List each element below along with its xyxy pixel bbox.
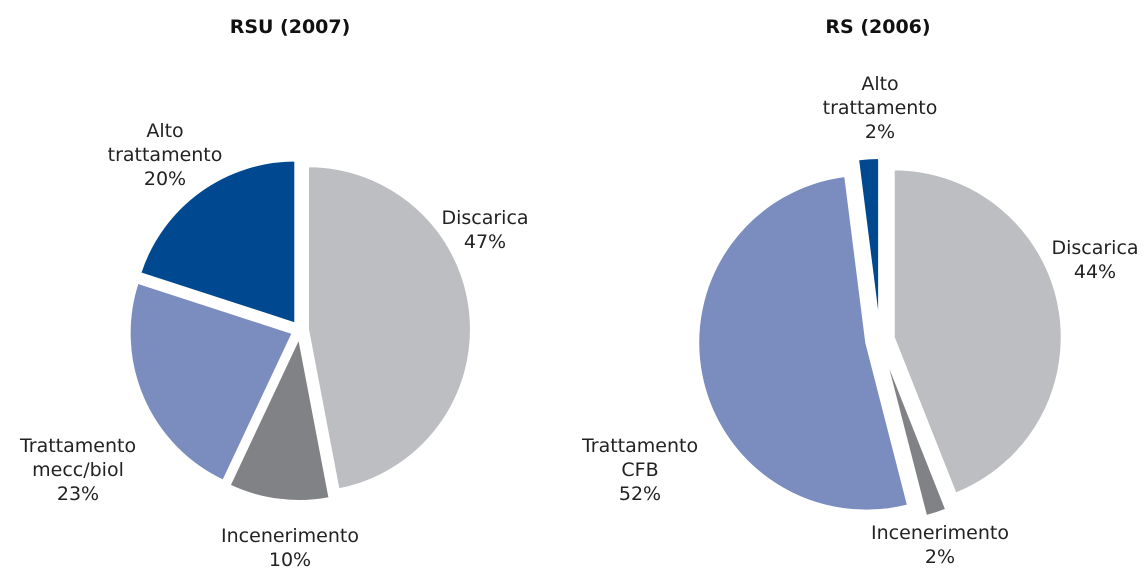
slice-category: Discarica: [441, 207, 529, 229]
pie-slice: [856, 157, 881, 327]
slice-value: 20%: [143, 168, 187, 190]
slice-label: Incenerimento 10%: [221, 524, 359, 572]
pie-slice: [883, 352, 948, 518]
slice-value: 2%: [864, 121, 896, 143]
slice-category: Trattamento CFB: [581, 435, 699, 481]
pie-slice: [139, 159, 297, 325]
slice-category: Alto trattamento: [822, 73, 938, 119]
pie-slice: [697, 174, 910, 512]
pie-slice: [892, 168, 1063, 495]
slice-category: Incenerimento: [221, 525, 359, 547]
slice-value: 44%: [1073, 261, 1117, 283]
chart-title: RSU (2007): [229, 16, 351, 38]
slice-value: 2%: [924, 546, 956, 568]
slice-value: 47%: [463, 231, 507, 253]
slice-category: Alto trattamento: [107, 120, 223, 166]
slice-label: Discarica 47%: [441, 206, 528, 254]
slice-category: Incenerimento: [871, 522, 1009, 544]
slice-label: Incenerimento 2%: [871, 521, 1009, 569]
slice-label: Discarica 44%: [1051, 236, 1138, 284]
slice-label: Trattamento CFB 52%: [582, 434, 698, 506]
pie-slice: [128, 281, 295, 482]
slice-label: Alto trattamento 20%: [108, 119, 223, 191]
slice-value: 23%: [56, 483, 100, 505]
slice-label: Alto trattamento 2%: [823, 72, 938, 144]
slice-value: 10%: [268, 549, 312, 571]
pie-slice: [306, 165, 472, 491]
slice-value: 52%: [618, 483, 662, 505]
pie-slice: [228, 334, 331, 502]
chart-title: RS (2006): [825, 16, 931, 38]
slice-category: Trattamento mecc/biol: [19, 435, 137, 481]
slice-label: Trattamento mecc/biol 23%: [20, 434, 136, 506]
slice-category: Discarica: [1051, 237, 1139, 259]
